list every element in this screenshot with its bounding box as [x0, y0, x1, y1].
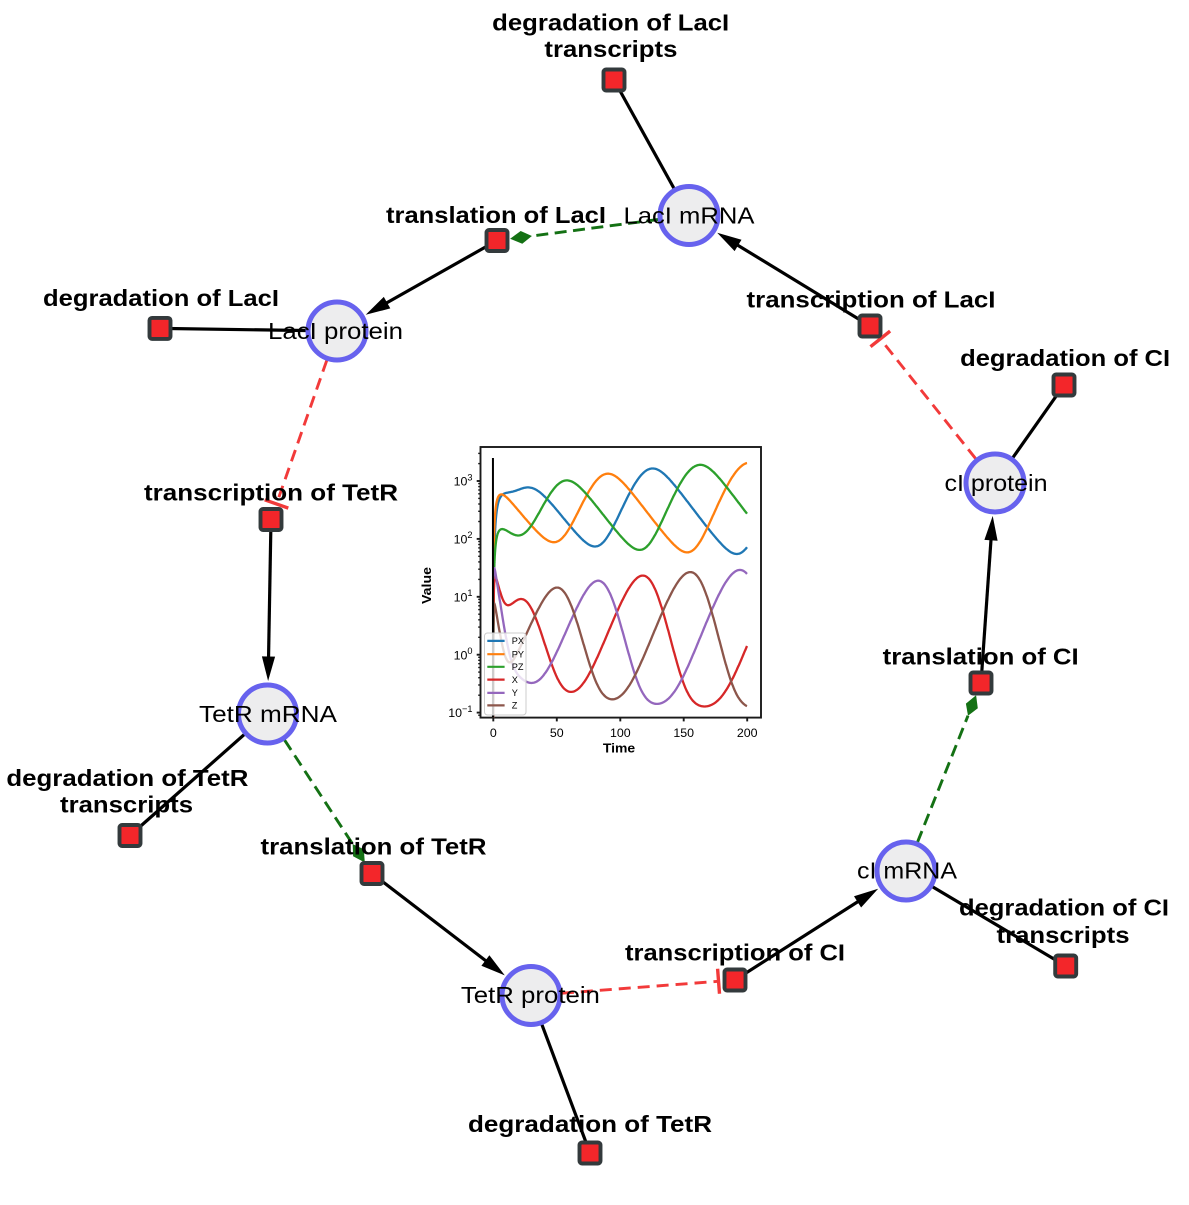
svg-text:cI mRNA: cI mRNA: [857, 858, 958, 884]
svg-text:PX: PX: [512, 636, 524, 646]
svg-text:100: 100: [610, 726, 631, 740]
svg-text:translation of TetR: translation of TetR: [261, 834, 487, 860]
svg-text:PY: PY: [512, 650, 524, 660]
svg-text:degradation of CI: degradation of CI: [960, 345, 1170, 371]
svg-text:translation of CI: translation of CI: [883, 644, 1079, 670]
svg-text:LacI protein: LacI protein: [268, 318, 403, 344]
svg-text:PZ: PZ: [512, 662, 524, 672]
svg-text:cI protein: cI protein: [945, 470, 1048, 496]
svg-text:50: 50: [550, 726, 564, 740]
svg-text:transcription of LacI: transcription of LacI: [747, 287, 996, 313]
svg-text:transcripts: transcripts: [60, 792, 193, 818]
svg-text:degradation of LacI: degradation of LacI: [43, 285, 279, 311]
svg-text:degradation of TetR: degradation of TetR: [6, 765, 248, 791]
svg-text:200: 200: [737, 726, 758, 740]
svg-text:TetR protein: TetR protein: [461, 982, 600, 1008]
svg-text:degradation of LacI: degradation of LacI: [492, 10, 729, 36]
svg-text:Time: Time: [603, 741, 635, 756]
svg-text:0: 0: [490, 726, 497, 740]
svg-text:transcription of CI: transcription of CI: [625, 940, 845, 966]
svg-text:Value: Value: [419, 567, 434, 604]
svg-text:TetR mRNA: TetR mRNA: [199, 701, 338, 727]
svg-text:LacI mRNA: LacI mRNA: [624, 203, 756, 229]
svg-text:Z: Z: [512, 701, 518, 711]
svg-text:transcripts: transcripts: [544, 36, 677, 62]
svg-text:150: 150: [673, 726, 694, 740]
svg-text:X: X: [512, 675, 518, 685]
svg-text:translation of LacI: translation of LacI: [386, 202, 606, 228]
svg-text:degradation of CI: degradation of CI: [959, 894, 1169, 920]
svg-text:Y: Y: [512, 688, 518, 698]
svg-text:transcription of TetR: transcription of TetR: [144, 479, 398, 505]
svg-text:transcripts: transcripts: [997, 922, 1130, 948]
svg-text:degradation of TetR: degradation of TetR: [468, 1111, 712, 1137]
